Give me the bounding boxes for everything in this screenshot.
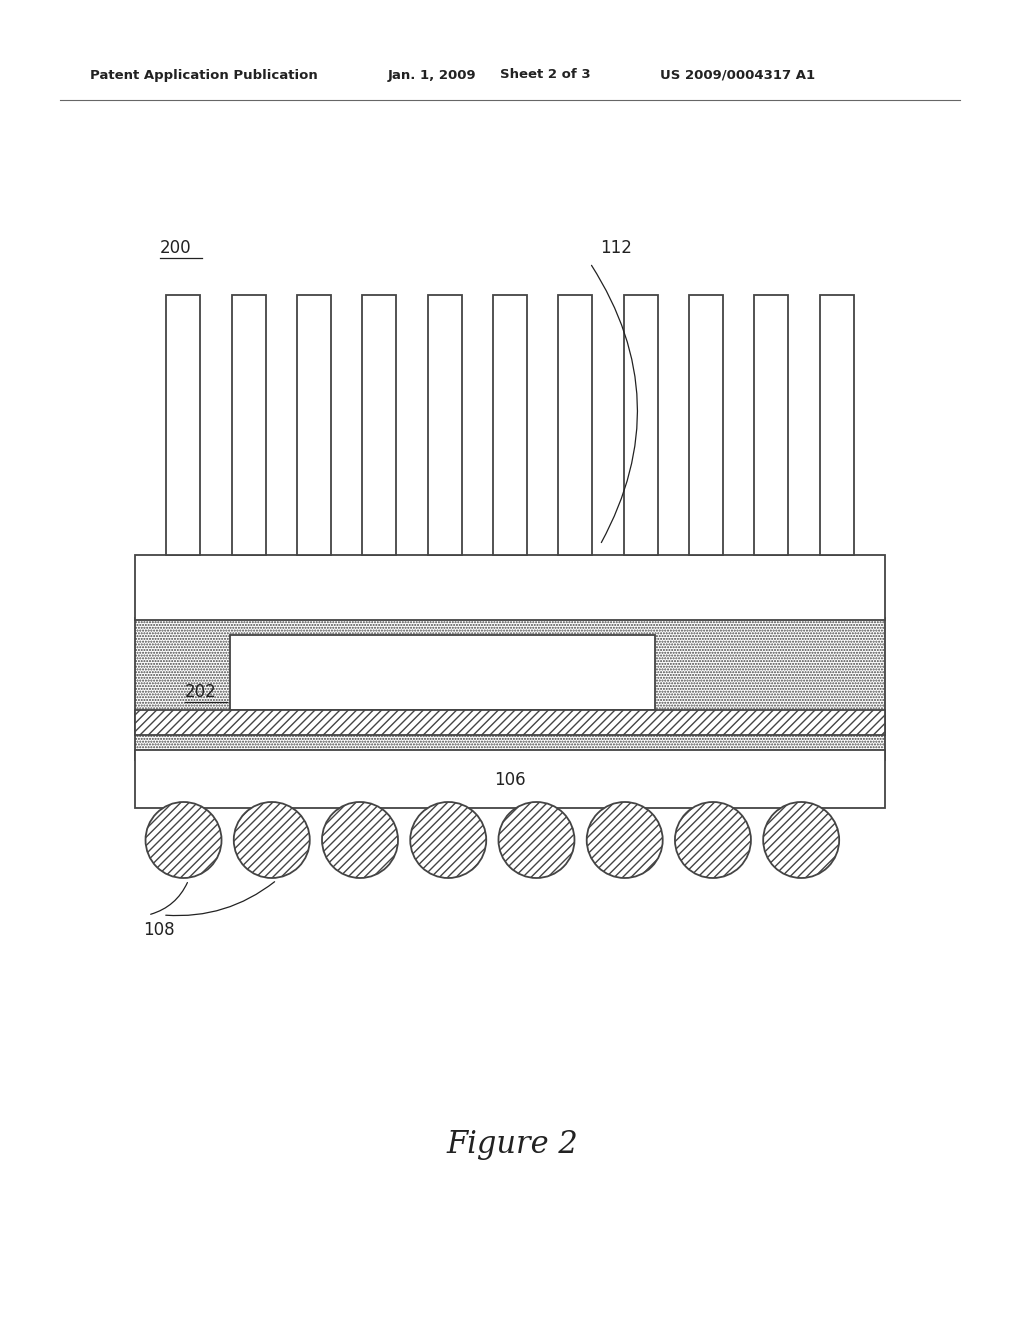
Circle shape xyxy=(675,803,751,878)
Text: 104: 104 xyxy=(426,669,458,686)
Bar xyxy=(428,294,462,554)
Text: Sheet 2 of 3: Sheet 2 of 3 xyxy=(500,69,591,82)
Circle shape xyxy=(233,803,310,878)
Bar xyxy=(135,750,885,808)
Bar xyxy=(755,294,788,554)
Text: 202: 202 xyxy=(185,682,217,701)
Bar xyxy=(689,294,723,554)
Text: Figure 2: Figure 2 xyxy=(446,1130,578,1160)
Bar xyxy=(819,294,854,554)
Circle shape xyxy=(145,803,221,878)
Bar xyxy=(624,294,657,554)
Circle shape xyxy=(499,803,574,878)
Bar xyxy=(135,618,885,760)
FancyArrowPatch shape xyxy=(166,882,274,916)
Bar xyxy=(135,710,885,735)
Bar xyxy=(297,294,331,554)
Text: Jan. 1, 2009: Jan. 1, 2009 xyxy=(388,69,476,82)
Bar xyxy=(135,554,885,620)
Text: Patent Application Publication: Patent Application Publication xyxy=(90,69,317,82)
Text: 108: 108 xyxy=(143,921,175,939)
Text: US 2009/0004317 A1: US 2009/0004317 A1 xyxy=(660,69,815,82)
Bar xyxy=(230,635,655,710)
Circle shape xyxy=(322,803,398,878)
Circle shape xyxy=(587,803,663,878)
Text: 200: 200 xyxy=(160,239,191,257)
Bar xyxy=(558,294,592,554)
Bar xyxy=(231,294,265,554)
FancyArrowPatch shape xyxy=(592,265,638,543)
Circle shape xyxy=(763,803,840,878)
Circle shape xyxy=(411,803,486,878)
Bar xyxy=(362,294,396,554)
FancyArrowPatch shape xyxy=(151,883,187,915)
Text: 112: 112 xyxy=(600,239,632,257)
Bar xyxy=(166,294,201,554)
Bar xyxy=(493,294,527,554)
Text: 106: 106 xyxy=(495,771,525,789)
